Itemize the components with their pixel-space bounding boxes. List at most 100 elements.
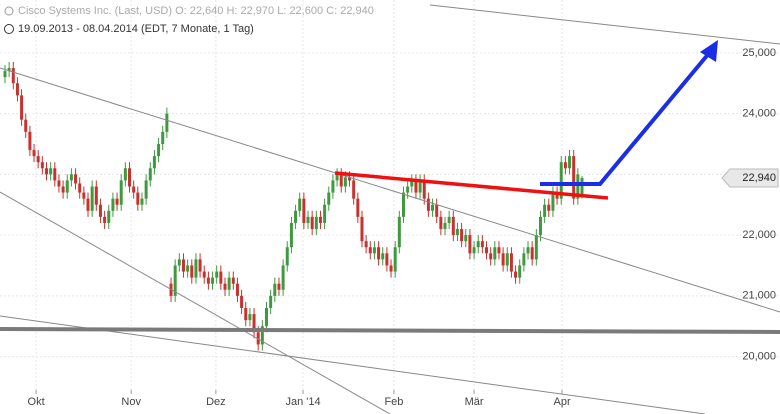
candle-body: [36, 156, 40, 163]
candle-body: [522, 253, 526, 266]
candle-body: [464, 235, 468, 242]
candle-body: [86, 198, 90, 211]
x-tick-label: Dez: [206, 396, 226, 408]
candle-body: [460, 229, 464, 242]
candle-body: [331, 180, 335, 193]
candle-body: [78, 183, 82, 193]
y-tick-label: 20,000: [742, 350, 776, 362]
candle-body: [555, 192, 559, 199]
candle-body: [132, 186, 136, 193]
candle-body: [526, 247, 530, 254]
candle-body: [298, 198, 302, 211]
candle-body: [385, 253, 389, 266]
candle-body: [215, 271, 219, 278]
y-tick-label: 21,000: [742, 290, 776, 302]
candle-body: [318, 216, 322, 223]
candle-body: [49, 168, 53, 175]
candle-body: [422, 180, 426, 199]
y-tick-label: 22,000: [742, 229, 776, 241]
candle-body: [468, 235, 472, 254]
candle-body: [485, 247, 489, 254]
candle-body: [447, 216, 451, 223]
chart-title: Cisco Systems Inc. (Last, USD) O: 22,640…: [18, 5, 374, 17]
candle-body: [343, 177, 347, 187]
candle-body: [289, 222, 293, 248]
candle-body: [61, 186, 65, 193]
candle-body: [410, 180, 414, 187]
resistance-line: [334, 171, 609, 200]
candle-body: [94, 186, 98, 205]
candle-body: [186, 265, 190, 272]
candle-body: [543, 204, 547, 217]
axes: 20,00021,00022,00023,00024,00025,000OktN…: [28, 47, 779, 408]
last-price-marker: [721, 168, 779, 188]
candle-body: [360, 216, 364, 242]
candle-body: [119, 180, 123, 205]
candle-body: [260, 326, 264, 345]
drawings: [0, 4, 780, 414]
candle-body: [435, 204, 439, 217]
candle-body: [372, 247, 376, 254]
last-price-label: 22,940: [742, 172, 776, 184]
candle-body: [501, 253, 505, 266]
candle-body: [32, 150, 36, 157]
candle-body: [248, 314, 252, 321]
candle-body: [53, 168, 57, 181]
x-tick-label: Mär: [465, 396, 484, 408]
candle-body: [281, 265, 285, 290]
chart-subtitle: 19.09.2013 - 08.04.2014 (EDT, 7 Monate, …: [18, 23, 254, 35]
candle-body: [65, 180, 69, 193]
icon: [4, 6, 14, 16]
candle-body: [24, 119, 28, 132]
candle-body: [426, 198, 430, 211]
candle-body: [306, 216, 310, 223]
candle-body: [568, 156, 572, 169]
candle-body: [128, 168, 132, 187]
candle-body: [98, 204, 102, 217]
arrow-head: [700, 40, 718, 62]
candle-body: [538, 216, 542, 236]
candle-body: [431, 204, 435, 211]
candle-body: [576, 174, 580, 199]
candle-body: [40, 162, 44, 169]
candle-body: [368, 247, 372, 254]
candle-body: [530, 247, 534, 260]
candle-body: [505, 253, 509, 266]
candle-body: [44, 168, 48, 175]
candle-body: [285, 247, 289, 266]
candle-body: [103, 216, 107, 223]
candle-body: [115, 198, 119, 205]
candle-body: [551, 192, 555, 211]
candle-body: [472, 247, 476, 254]
candle-body: [20, 95, 24, 120]
candle-body: [177, 259, 181, 266]
candle-body: [140, 198, 144, 205]
candle-body: [327, 192, 331, 205]
x-tick-label: Feb: [384, 396, 403, 408]
candle-body: [136, 192, 140, 205]
candle-body: [401, 192, 405, 217]
header: Cisco Systems Inc. (Last, USD) O: 22,640…: [4, 5, 374, 35]
x-tick-label: Apr: [554, 396, 571, 408]
x-tick-label: Okt: [28, 396, 45, 408]
candle-body: [356, 198, 360, 217]
candle-body: [377, 247, 381, 260]
candle-body: [144, 180, 148, 199]
candle-body: [476, 241, 480, 248]
candle-body: [235, 283, 239, 296]
candle-body: [152, 156, 156, 169]
candle-body: [563, 162, 567, 169]
candle-body: [439, 216, 443, 230]
candle-body: [406, 186, 410, 193]
candle-body: [294, 210, 298, 223]
y-tick-label: 24,000: [742, 108, 776, 120]
candle-body: [7, 68, 11, 72]
candle-body: [518, 265, 522, 278]
candle-body: [198, 259, 202, 272]
candle-body: [418, 180, 422, 193]
clock-icon: [4, 24, 14, 34]
candles: [3, 61, 584, 351]
candle-body: [277, 283, 281, 290]
candle-body: [493, 247, 497, 260]
